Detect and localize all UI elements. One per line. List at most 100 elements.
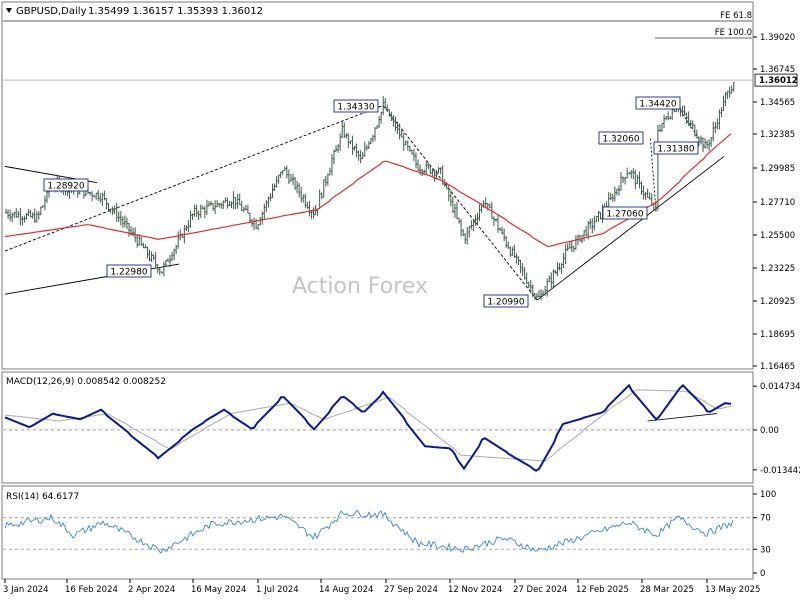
annotation-label: 1.27060 bbox=[606, 210, 643, 220]
ohlc-bar bbox=[640, 181, 643, 196]
ohlc-bar bbox=[392, 115, 395, 127]
ohlc-bar bbox=[150, 251, 153, 262]
ohlc-bar bbox=[581, 234, 584, 244]
ohlc-bar bbox=[125, 217, 128, 230]
ohlc-bar bbox=[554, 270, 557, 274]
ohlc-bar bbox=[281, 169, 284, 176]
time-tick-label: 16 May 2024 bbox=[191, 585, 246, 595]
ohlc-bar bbox=[218, 202, 221, 208]
ohlc-bar bbox=[406, 140, 409, 151]
collapse-triangle-icon[interactable] bbox=[6, 8, 12, 13]
ohlc-bar bbox=[396, 121, 399, 134]
ohlc-bar bbox=[572, 246, 575, 253]
price-panel-frame bbox=[1, 1, 754, 370]
ohlc-bar bbox=[533, 293, 536, 301]
ohlc-bar bbox=[722, 95, 725, 111]
ohlc-bar bbox=[599, 212, 602, 220]
ohlc-bar bbox=[558, 263, 561, 271]
ohlc-bar bbox=[728, 86, 731, 98]
time-axis: 3 Jan 2024 16 Feb 2024 2 Apr 2024 16 May 20… bbox=[3, 579, 760, 595]
ohlc-bar bbox=[148, 249, 151, 262]
ohlc-bar bbox=[189, 210, 192, 228]
time-tick-label: 3 Jan 2024 bbox=[3, 585, 49, 595]
price-tick-label: 1.16465 bbox=[760, 362, 795, 372]
price-annotation: 1.34330 bbox=[333, 99, 379, 113]
ohlc-bar bbox=[279, 171, 282, 179]
ohlc-bar bbox=[220, 202, 223, 209]
current-price-label: 1.36012 bbox=[759, 76, 798, 86]
ohlc-bar bbox=[224, 197, 227, 203]
ohlc-bar bbox=[683, 105, 686, 116]
ohlc-bar bbox=[499, 227, 502, 231]
ohlc-bar bbox=[624, 177, 627, 185]
ohlc-bar bbox=[648, 192, 651, 200]
ohlc-bar bbox=[726, 90, 729, 100]
ohlc-bar bbox=[162, 261, 165, 277]
ohlc-bar bbox=[283, 166, 286, 171]
time-tick-label: 12 Feb 2025 bbox=[576, 585, 629, 595]
rsi-indicator: 100 70 30 0 bbox=[3, 490, 776, 579]
ohlc-bar bbox=[144, 244, 147, 249]
ohlc-bar bbox=[21, 215, 24, 226]
ohlc-bar bbox=[11, 212, 14, 223]
ohlc-bar bbox=[429, 166, 432, 175]
ohlc-bar bbox=[515, 253, 518, 264]
ohlc-bar bbox=[367, 141, 370, 149]
ohlc-bar bbox=[95, 192, 98, 200]
ohlc-bar bbox=[542, 290, 545, 296]
macd-tick-label: 0.00 bbox=[760, 426, 779, 436]
ohlc-bar bbox=[267, 196, 270, 208]
ohlc-bar bbox=[109, 208, 112, 214]
ohlc-bar bbox=[205, 199, 208, 215]
ohlc-bar bbox=[351, 135, 354, 155]
ohlc-bar bbox=[494, 218, 497, 222]
price-tick-label: 1.18695 bbox=[760, 330, 795, 340]
ohlc-bar bbox=[285, 165, 288, 179]
ohlc-bar bbox=[185, 225, 188, 232]
ohlc-bar bbox=[408, 145, 411, 152]
ohlc-bar bbox=[507, 241, 510, 249]
ohlc-bar bbox=[382, 95, 385, 116]
ohlc-bar bbox=[5, 208, 7, 214]
time-tick-label: 1 Jul 2024 bbox=[256, 585, 299, 595]
ohlc-bar bbox=[232, 191, 235, 210]
ohlc-bar bbox=[140, 237, 143, 246]
ohlc-bar bbox=[154, 251, 157, 269]
ohlc-bar bbox=[324, 176, 327, 187]
ohlc-bar bbox=[439, 167, 442, 175]
ohlc-bar bbox=[704, 138, 707, 148]
ohlc-bar bbox=[166, 257, 169, 262]
ohlc-bar bbox=[421, 168, 424, 177]
time-tick-label: 14 Aug 2024 bbox=[319, 585, 373, 595]
ohlc-bar bbox=[562, 252, 565, 269]
ohlc-bar bbox=[388, 109, 391, 117]
annotation-box bbox=[43, 178, 89, 192]
ohlc-bar bbox=[398, 123, 401, 140]
time-tick-label: 2 Apr 2024 bbox=[128, 585, 175, 595]
ohlc-bar bbox=[556, 262, 559, 277]
ohlc-bar bbox=[378, 115, 381, 129]
ohlc-bar bbox=[226, 197, 229, 209]
ohlc-bar bbox=[298, 183, 301, 198]
price-tick-label: 1.25500 bbox=[760, 231, 795, 241]
ohlc-bar bbox=[103, 190, 106, 201]
ohlc-bar bbox=[646, 188, 649, 199]
ohlc-bar bbox=[244, 205, 247, 211]
ohlc-bar bbox=[300, 186, 303, 203]
ohlc-bar bbox=[453, 203, 456, 218]
ohlc-bar bbox=[570, 240, 573, 253]
ohlc-bar bbox=[427, 162, 430, 169]
ohlc-bar bbox=[579, 234, 581, 242]
ohlc-bar bbox=[296, 180, 299, 194]
price-annotation: 1.27060 bbox=[602, 206, 648, 220]
ohlc-bar bbox=[251, 218, 253, 228]
ohlc-bar bbox=[261, 211, 264, 225]
ohlc-bar bbox=[693, 124, 696, 137]
ohlc-bar bbox=[339, 133, 342, 152]
ohlc-bar bbox=[718, 109, 721, 130]
ohlc-bar bbox=[306, 201, 309, 210]
ohlc-bar bbox=[203, 206, 206, 219]
ohlc-bar bbox=[642, 185, 645, 200]
price-annotation: 1.34420 bbox=[635, 96, 681, 110]
ohlc-bar bbox=[386, 104, 389, 112]
